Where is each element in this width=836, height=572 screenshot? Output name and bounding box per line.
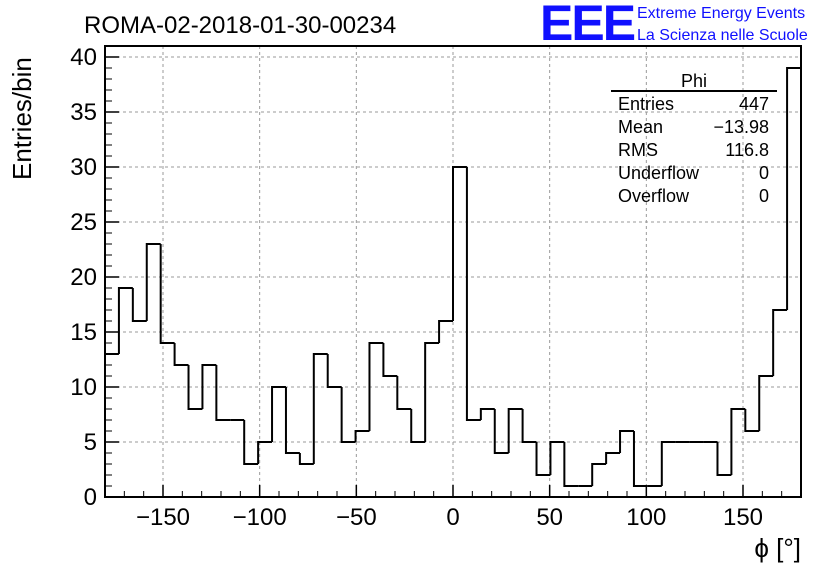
histogram-bin [772,309,788,376]
histogram-bin [549,441,565,475]
chart-title: ROMA-02-2018-01-30-00234 [84,12,396,39]
histogram-bin [354,430,370,442]
histogram-bin [159,244,175,344]
stats-row-label: Entries [618,94,674,114]
histogram-bin [145,243,161,321]
histogram-bin [660,441,676,486]
histogram-bin [605,452,621,464]
y-tick-label: 0 [84,484,97,511]
stats-row-label: Mean [618,117,663,137]
histogram-bin [619,430,634,453]
histogram-bin [535,442,551,476]
stats-row-value: 447 [739,94,769,114]
eee-logo: EEE [540,0,635,51]
histogram-bin [382,343,398,377]
x-tick-label: −100 [233,504,287,531]
histogram-bin [215,365,231,421]
histogram-bin [326,354,342,388]
histogram-bin [257,441,273,464]
histogram-bin [758,375,774,431]
histogram-bin [632,431,648,487]
stats-row-value: 0 [759,186,769,206]
histogram-bin [438,320,453,343]
stats-row-label: RMS [618,140,658,160]
histogram-bin [716,442,732,476]
histogram-bin [521,409,537,443]
stats-row-value: −13.98 [713,117,769,137]
histogram-bin [187,365,203,410]
stats-row-label: Underflow [618,163,700,183]
histogram-bin [479,408,495,420]
y-tick-label: 30 [70,154,97,181]
histogram-bin [730,408,746,475]
histogram-bin [243,420,259,465]
histogram-bin [271,386,286,442]
histogram-bin [493,409,509,454]
histogram-bin [452,166,467,321]
histogram-bin [173,343,189,366]
histogram-bin [117,287,133,354]
histogram-bin [284,387,300,454]
histogram-bin [396,376,412,410]
x-tick-label: 0 [446,504,459,531]
y-axis-label: Entries/bin [7,57,37,180]
stats-box: Phi Entries 447 Mean −13.98 RMS 116.8 Underflo… [611,71,777,206]
x-tick-label: 50 [536,504,563,531]
stats-row-value: 116.8 [725,140,769,160]
y-tick-label: 35 [70,99,97,126]
histogram-bin [563,442,579,487]
histogram-bin [131,288,147,322]
x-axis-ticks: −150 −100 −50 0 50 100 150 [123,485,783,531]
x-tick-label: 150 [723,504,763,531]
histogram-bin [298,453,314,465]
histogram-bin [312,353,328,464]
brand-line-1: Extreme Energy Events [637,5,805,22]
histogram-bin [104,353,119,497]
histogram-bin [340,387,356,443]
x-tick-label: −150 [136,504,190,531]
stats-row-label: Overflow [618,186,690,206]
y-tick-label: 10 [70,374,97,401]
histogram-bin [368,342,384,431]
histogram-bin [465,167,481,421]
histogram-bin [744,409,760,432]
histogram-bin [424,342,440,442]
y-tick-label: 25 [70,209,97,236]
histogram-bin [201,364,217,409]
histogram-bars [104,67,802,497]
histogram-bin [507,408,523,453]
x-tick-label: 100 [626,504,666,531]
y-tick-label: 5 [84,429,97,456]
stats-title: Phi [681,71,707,91]
histogram-bin [786,67,802,497]
stats-row-value: 0 [759,163,769,183]
brand-line-2: La Scienza nelle Scuole [637,27,808,44]
y-tick-label: 15 [70,319,97,346]
y-tick-label: 40 [70,44,97,71]
histogram-bin [591,463,607,486]
y-tick-label: 20 [70,264,97,291]
y-axis-ticks: 0 5 10 15 20 25 30 35 40 [70,44,119,511]
histogram-bin [410,409,426,443]
x-axis-label: ϕ [°] [754,533,801,563]
x-tick-label: −50 [336,504,377,531]
